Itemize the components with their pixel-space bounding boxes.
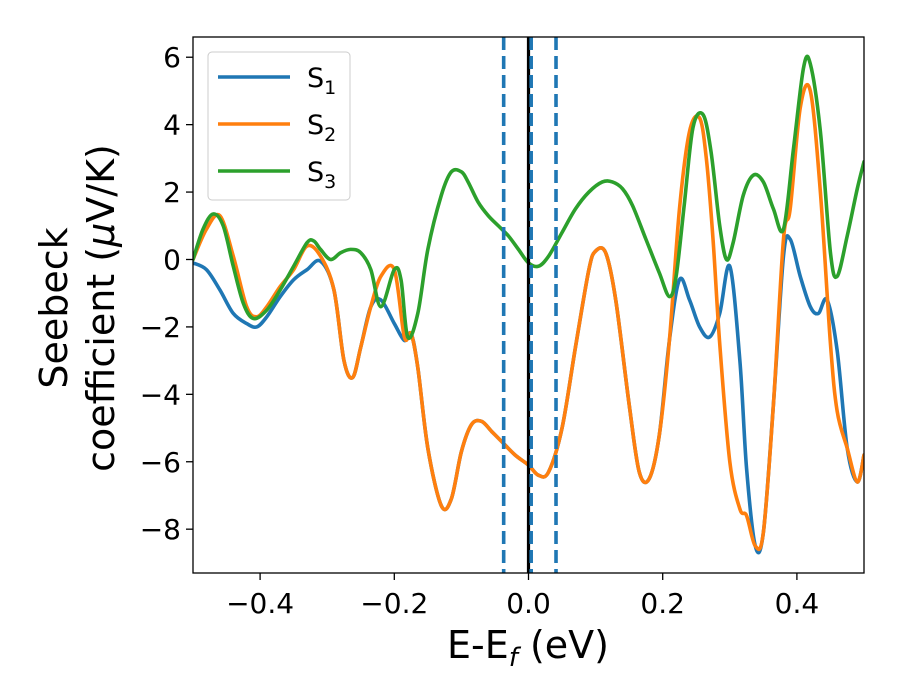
- y-tick-label: −2: [140, 311, 181, 344]
- x-tick-label: −0.2: [360, 587, 428, 620]
- y-tick-label: 6: [163, 41, 181, 74]
- x-axis-label-unit: (eV): [518, 623, 609, 667]
- x-tick-label: −0.4: [226, 587, 294, 620]
- y-tick-label: −4: [140, 378, 181, 411]
- y-tick-label: −8: [140, 513, 181, 546]
- y-axis-label-mu: μ: [79, 223, 123, 248]
- legend-label-s3: S3: [307, 157, 336, 193]
- x-tick-label: 0.4: [775, 587, 820, 620]
- y-axis-label-line1: Seebeck: [32, 227, 76, 388]
- legend-label-s1: S1: [307, 63, 336, 99]
- x-tick-label: 0.0: [506, 587, 551, 620]
- y-tick-label: 0: [163, 243, 181, 276]
- legend: S1 S2 S3: [207, 51, 351, 201]
- series-line-s2: [193, 83, 864, 552]
- y-tick-label: 4: [163, 109, 181, 142]
- y-axis-label-pre: coefficient (: [79, 247, 123, 472]
- x-axis-ticks: −0.4 −0.2 0.0 0.2 0.4: [226, 573, 819, 620]
- y-axis-ticks: −8 −6 −4 −2 0 2 4 6: [140, 41, 193, 546]
- y-axis-label: Seebeck coefficient (μV/K): [32, 144, 123, 472]
- y-axis-label-line2: coefficient (μV/K): [79, 144, 123, 472]
- legend-box: [207, 51, 351, 201]
- y-tick-label: 2: [163, 176, 181, 209]
- y-tick-label: −6: [140, 446, 181, 479]
- x-axis-label-main: E-E: [447, 623, 509, 667]
- series-line-s3: [193, 54, 864, 341]
- x-tick-label: 0.2: [640, 587, 685, 620]
- y-axis-label-post: V/K): [79, 144, 123, 223]
- x-axis-label: E-Ef (eV): [447, 623, 609, 673]
- series-lines: [193, 54, 864, 555]
- reference-lines: [501, 37, 558, 573]
- legend-label-s2: S2: [307, 110, 336, 146]
